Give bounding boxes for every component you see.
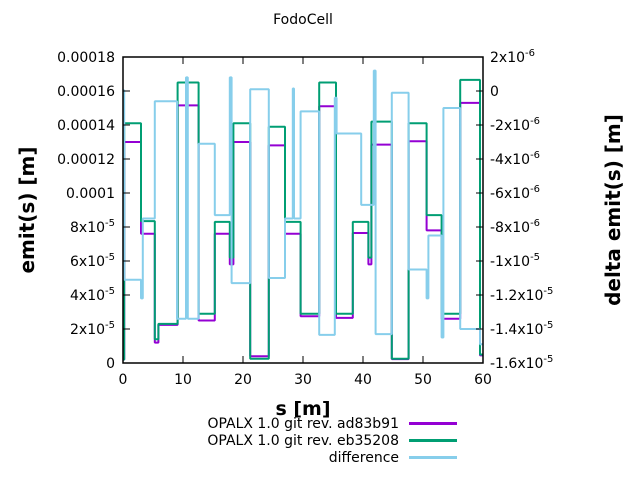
x-tick-label: 20 — [234, 372, 252, 388]
y2-tick-label: 2x10-6 — [490, 48, 535, 66]
y2-tick-label: -4x10-6 — [490, 150, 540, 168]
chart-title: FodoCell — [273, 12, 333, 28]
y1-tick-label: 0.00018 — [57, 50, 115, 66]
legend-item-difference: difference — [207, 449, 457, 466]
x-tick-label: 30 — [294, 372, 312, 388]
y2-tick-label: -6x10-6 — [490, 184, 540, 202]
y2-tick-label: -1.4x10-5 — [490, 320, 553, 338]
y1-tick-label: 0.00014 — [57, 118, 115, 134]
y2-tick-label: 0 — [490, 84, 499, 100]
legend-label: OPALX 1.0 git rev. eb35208 — [207, 432, 399, 449]
x-tick-label: 60 — [474, 372, 492, 388]
legend-line-swatch-blue — [409, 456, 457, 459]
y2-tick-label: -8x10-6 — [490, 218, 540, 236]
legend-line-swatch-green — [409, 439, 457, 442]
x-axis-label: s [m] — [275, 398, 331, 420]
legend-item-ad83b91: OPALX 1.0 git rev. ad83b91 — [207, 415, 457, 432]
x-tick-label: 10 — [174, 372, 192, 388]
legend-item-eb35208: OPALX 1.0 git rev. eb35208 — [207, 432, 457, 449]
series-line-2 — [123, 78, 483, 361]
legend-line-swatch-purple — [409, 422, 457, 425]
y1-tick-label: 0.0001 — [66, 186, 115, 202]
x-tick-label: 0 — [119, 372, 128, 388]
y2-tick-label: -1.2x10-5 — [490, 286, 553, 304]
y1-tick-label: 8x10-5 — [70, 218, 115, 236]
x-tick-label: 40 — [354, 372, 372, 388]
x-tick-label: 50 — [414, 372, 432, 388]
y1-tick-label: 2x10-5 — [70, 320, 115, 338]
y1-tick-label: 6x10-5 — [70, 252, 115, 270]
y1-tick-label: 0.00012 — [57, 152, 115, 168]
y1-tick-label: 4x10-5 — [70, 286, 115, 304]
legend-label: OPALX 1.0 git rev. ad83b91 — [207, 415, 399, 432]
legend: OPALX 1.0 git rev. ad83b91 OPALX 1.0 git… — [207, 415, 457, 466]
y2-tick-label: -2x10-6 — [490, 116, 540, 134]
legend-label: difference — [328, 449, 399, 466]
y1-tick-label: 0.00016 — [57, 84, 115, 100]
y2-tick-label: -1x10-5 — [490, 252, 540, 270]
series-line-3 — [123, 69, 483, 346]
y1-tick-label: 0 — [106, 356, 115, 372]
y2-tick-label: -1.6x10-5 — [490, 354, 553, 372]
